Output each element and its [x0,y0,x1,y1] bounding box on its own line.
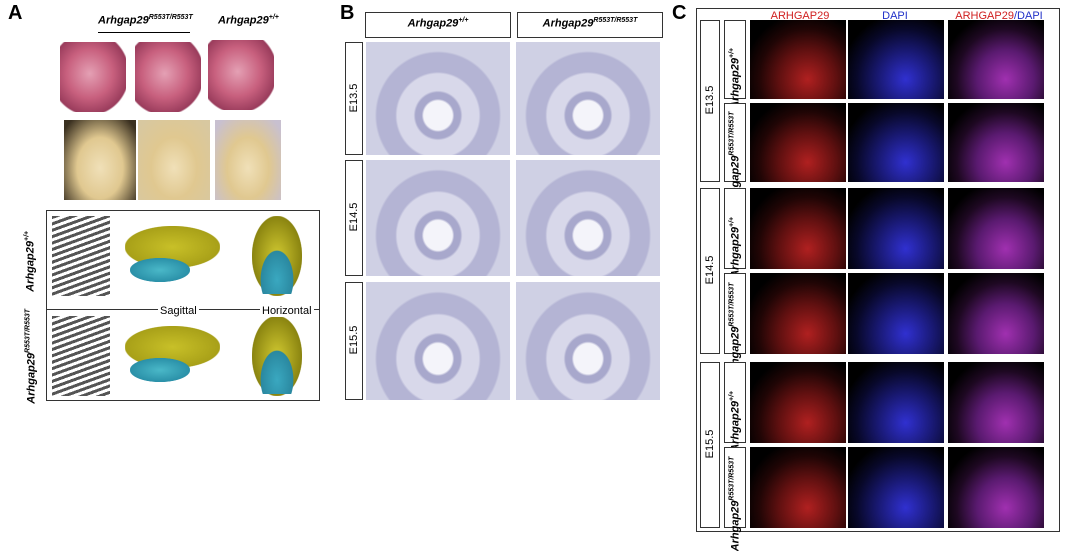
mandible-sagittal [130,258,190,282]
fluorescence-image [948,362,1044,443]
skeleton-render [52,316,110,396]
gene-name: Arhgap29 [729,400,742,452]
embryo-photo [208,40,274,110]
stage-box [345,282,363,400]
fluorescence-image [750,273,846,354]
gene-name: Arhgap29 [407,17,459,30]
fluorescence-image [848,188,944,269]
mandible-horizontal [258,246,296,294]
fluorescence-image [848,103,944,182]
stage-box [700,188,720,354]
gene-name: Arhgap29 [98,14,149,27]
fluorescence-image [750,103,846,182]
histology-section [516,160,660,276]
genotype-label: Arhgap29R553T/R553T [729,456,742,551]
palate-photo [138,120,210,200]
channel-label: ARHGAP29 [770,10,830,22]
mandible-sagittal [130,358,190,382]
gene-name: Arhgap29 [218,14,269,27]
genotype-box [724,20,746,99]
column-header-box [517,12,663,38]
header-underline [98,32,190,33]
genotype-label: Arhgap29+/+ [24,221,37,301]
allele: +/+ [268,14,279,21]
genotype-label: Arhgap29+/+ [365,17,511,30]
stage-label: E15.5 [348,325,360,355]
fluorescence-image [848,273,944,354]
mandible-horizontal [258,346,296,394]
stage-label: E13.5 [348,83,360,112]
gene-name: Arhgap29 [24,241,37,292]
stage-label: E13.5 [704,85,716,115]
palate-photo [215,120,281,200]
stage-box [700,20,720,182]
allele: R553T/R553T [593,17,638,24]
stage-label: E15.5 [704,429,716,459]
channel-label: DAPI [882,10,908,22]
panel-label: B [340,2,355,24]
allele: R553T/R553T [728,456,736,501]
allele: +/+ [728,216,736,227]
gene-name: Arhgap29 [542,17,594,30]
genotype-box [724,273,746,354]
gene-name: Arhgap29 [729,226,742,278]
column-header-box [365,12,511,38]
histology-section [516,42,660,155]
histology-section [366,42,510,155]
allele: +/+ [23,230,31,242]
panel-label: A [8,2,23,24]
embryo-photo [135,42,201,112]
palate-photo [64,120,136,200]
fluorescence-image [948,273,1044,354]
stage-box [345,160,363,276]
stage-box [700,362,720,528]
view-label: Horizontal [260,305,314,317]
fluorescence-image [750,188,846,269]
figure: { "panel_a": { "label": "A", "headers": … [8,2,1060,551]
allele: R553T/R553T [728,111,736,156]
genotype-box [724,447,746,528]
channel-blue: /DAPI [1013,10,1043,22]
skeleton-render [52,216,110,296]
genotype-label: Arhgap29R553T/R553T [517,17,663,30]
stage-label: E14.5 [704,255,716,285]
gene-name: Arhgap29 [729,500,742,551]
stage-box [345,42,363,155]
gene-name: Arhgap29 [25,352,38,404]
allele: +/+ [728,47,736,58]
fluorescence-image [750,362,846,443]
fluorescence-image [848,447,944,528]
genotype-label: Arhgap29R553T/R553T [25,301,38,411]
fluorescence-image [848,20,944,99]
panel-label: C [672,2,687,24]
channel-red: ARHGAP29 [955,10,1014,22]
channel-label: ARHGAP29/DAPI [950,10,1048,22]
allele: +/+ [458,17,469,24]
fluorescence-image [750,20,846,99]
allele: R553T/R553T [148,14,193,21]
genotype-box [724,103,746,182]
fluorescence-image [948,188,1044,269]
gene-name: Arhgap29 [729,57,742,109]
stage-label: E14.5 [348,202,360,232]
allele: +/+ [728,390,736,401]
allele: R553T/R553T [728,282,736,327]
histology-section [366,160,510,276]
genotype-box [724,362,746,443]
genotype-box [724,188,746,269]
fluorescence-image [848,362,944,443]
fluorescence-image [948,103,1044,182]
fluorescence-image [948,447,1044,528]
genotype-label: Arhgap29R553T/R553T [98,14,193,27]
fluorescence-image [948,20,1044,99]
allele: R553T/R553T [24,308,32,353]
view-label: Sagittal [158,305,199,317]
histology-section [366,282,510,400]
embryo-photo [60,42,126,112]
fluorescence-image [750,447,846,528]
histology-section [516,282,660,400]
genotype-label: Arhgap29+/+ [218,14,279,27]
